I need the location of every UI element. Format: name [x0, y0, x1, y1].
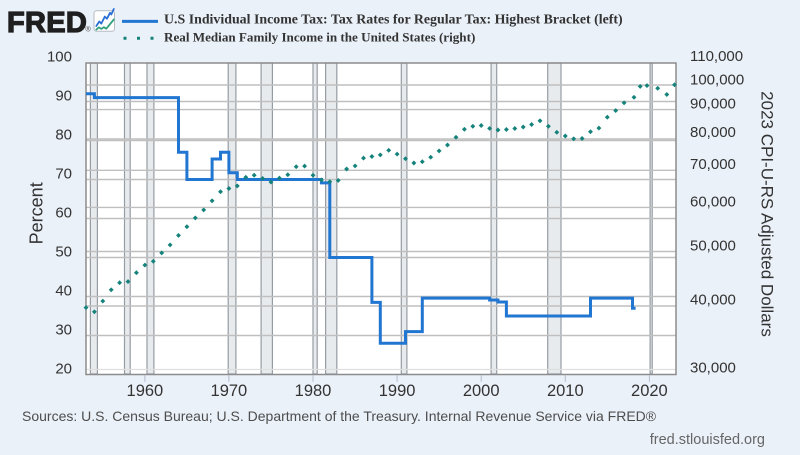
svg-text:2020: 2020 — [631, 382, 668, 400]
svg-text:2010: 2010 — [547, 382, 584, 400]
svg-text:1990: 1990 — [379, 382, 416, 400]
svg-text:30: 30 — [55, 322, 72, 339]
svg-text:Sources: U.S. Census Bureau; U: Sources: U.S. Census Bureau; U.S. Depart… — [22, 408, 657, 424]
svg-text:20: 20 — [55, 361, 72, 378]
svg-text:30,000: 30,000 — [690, 359, 736, 376]
svg-text:100,000: 100,000 — [690, 71, 744, 88]
svg-text:80: 80 — [55, 127, 72, 144]
svg-text:2023 CPI-U-RS Adjusted Dollars: 2023 CPI-U-RS Adjusted Dollars — [758, 91, 777, 337]
svg-text:60: 60 — [55, 205, 72, 222]
svg-text:50,000: 50,000 — [690, 237, 736, 254]
svg-text:90,000: 90,000 — [690, 96, 736, 113]
svg-text:70: 70 — [55, 166, 72, 183]
svg-text:1960: 1960 — [127, 382, 164, 400]
svg-text:40,000: 40,000 — [690, 292, 736, 309]
svg-text:U.S Individual Income Tax: Tax: U.S Individual Income Tax: Tax Rates for… — [164, 13, 623, 28]
svg-text:50: 50 — [55, 244, 72, 261]
svg-text:1970: 1970 — [211, 382, 248, 400]
svg-text:110,000: 110,000 — [690, 48, 743, 65]
svg-text:fred.stlouisfed.org: fred.stlouisfed.org — [650, 432, 765, 448]
svg-text:100: 100 — [47, 49, 72, 66]
svg-text:FRED: FRED — [7, 7, 87, 39]
svg-text:1980: 1980 — [295, 382, 332, 400]
svg-text:®: ® — [85, 25, 91, 34]
svg-text:90: 90 — [55, 88, 72, 105]
svg-text:40: 40 — [55, 283, 72, 300]
svg-text:60,000: 60,000 — [690, 193, 736, 210]
svg-text:Percent: Percent — [26, 182, 46, 244]
svg-text:Real Median Family Income in t: Real Median Family Income in the United … — [164, 29, 475, 44]
svg-text:70,000: 70,000 — [690, 156, 736, 173]
svg-text:80,000: 80,000 — [690, 124, 736, 141]
svg-text:2000: 2000 — [463, 382, 500, 400]
